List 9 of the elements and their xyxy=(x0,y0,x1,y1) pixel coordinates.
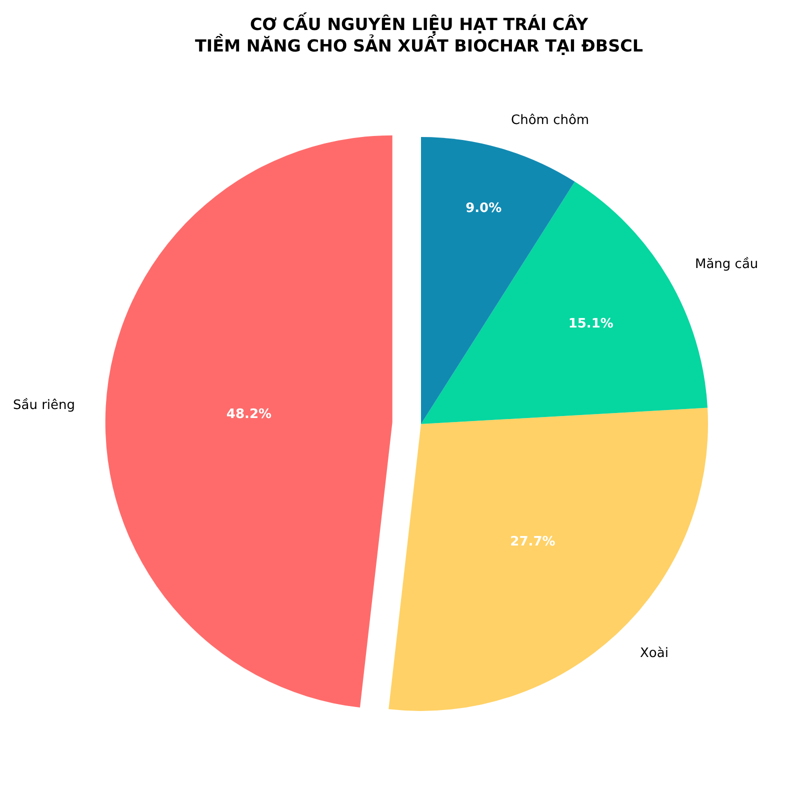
data-label: 15.1% xyxy=(568,316,614,332)
slice-label: Sầu riêng xyxy=(13,397,76,413)
slice-label: Chôm chôm xyxy=(511,113,590,128)
data-label: 27.7% xyxy=(510,534,556,550)
chart-title: CƠ CẤU NGUYÊN LIỆU HẠT TRÁI CÂY TIỀM NĂNG CHO SẢN XUẤT BIOCHAR TẠI ĐBSCL xyxy=(194,12,644,56)
slice-label: Xoài xyxy=(640,646,668,661)
slice-label: Măng cầu xyxy=(695,256,758,272)
data-label: 48.2% xyxy=(226,406,272,422)
data-label: 9.0% xyxy=(466,201,502,216)
